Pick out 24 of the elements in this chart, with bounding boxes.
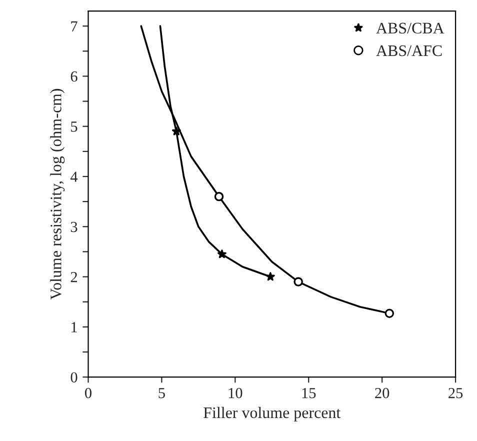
- point: [384, 308, 394, 318]
- x-tick-label: 0: [85, 388, 92, 398]
- x-tick-label: 20: [375, 388, 390, 398]
- y-tick-label: 6: [70, 71, 78, 82]
- x-axis-title: Filler volume percent: [204, 406, 341, 422]
- point: [172, 126, 181, 136]
- y-tick-label: 4: [70, 172, 78, 182]
- legend-label: ABS/AFC: [376, 45, 442, 56]
- y-tick-label: 2: [70, 272, 77, 282]
- x-tick-label: 15: [302, 388, 316, 398]
- x-tick-label: 5: [158, 388, 165, 398]
- y-tick-label: 0: [70, 372, 78, 383]
- y-tick-label: 7: [71, 21, 78, 32]
- y-axis-title: Volume resistivity, log (ohm-cm): [50, 88, 65, 300]
- point: [266, 272, 275, 281]
- point: [294, 277, 303, 286]
- legend-label: ABS/CBA: [376, 22, 444, 34]
- y-tick-label: 5: [71, 122, 78, 132]
- point: [217, 250, 226, 258]
- x-tick-label: 25: [448, 388, 463, 398]
- x-tick-label: 10: [228, 388, 242, 398]
- point: [214, 192, 224, 202]
- y-tick-label: 3: [70, 222, 78, 232]
- y-tick-label: 1: [72, 322, 77, 332]
